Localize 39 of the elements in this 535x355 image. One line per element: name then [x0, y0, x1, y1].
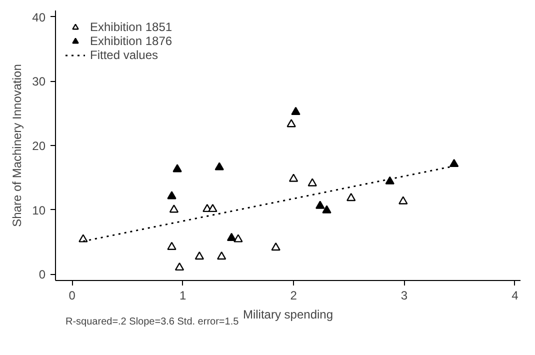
point [172, 164, 182, 172]
x-tick-label: 2 [290, 288, 298, 302]
point [174, 262, 184, 271]
text: R-squared=.2 Slope=3.6 Std. error=1.5 [66, 316, 240, 328]
point [208, 204, 218, 212]
point [167, 242, 176, 250]
point [234, 234, 243, 242]
y-tick-label: 10 [32, 203, 46, 218]
point [167, 191, 176, 200]
x-axis-title: Military spending [242, 308, 334, 322]
legend-label: Exhibition 1851 [90, 20, 172, 34]
point [449, 158, 459, 168]
legend-label: Exhibition 1876 [90, 34, 172, 48]
point [346, 192, 356, 202]
point [308, 178, 317, 186]
x-tick-label: 4 [512, 288, 519, 302]
y-tick-label: 20 [32, 139, 46, 153]
point [322, 205, 332, 214]
point [226, 232, 236, 241]
point [291, 106, 300, 115]
y-axis-title: Share of Machinery Innovation [10, 64, 24, 227]
point [216, 251, 226, 260]
point [271, 242, 280, 251]
point [286, 119, 296, 128]
legend-label: Fitted values [90, 48, 158, 62]
point [169, 204, 179, 213]
x-tick-label: 1 [179, 288, 186, 302]
point [316, 200, 325, 209]
point [214, 162, 224, 170]
y-tick-label: 0 [38, 268, 46, 282]
point [288, 174, 298, 182]
y-tick-label: 40 [32, 10, 46, 24]
point [78, 234, 88, 242]
x-tick-label: 3 [400, 288, 408, 302]
point [398, 196, 408, 204]
x-tick-label: 0 [68, 288, 76, 302]
point [385, 176, 394, 184]
y-tick-label: 30 [32, 74, 46, 89]
point [194, 251, 204, 260]
